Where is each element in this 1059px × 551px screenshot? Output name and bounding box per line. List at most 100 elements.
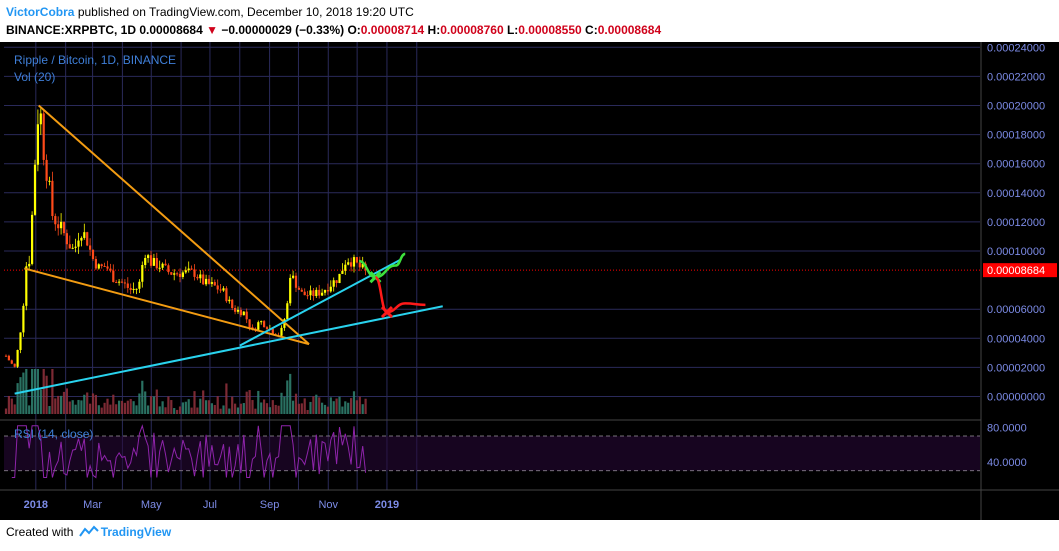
volume-bar [274,404,277,414]
candle-down [318,289,321,296]
chart-header: VictorCobra published on TradingView.com… [0,0,1059,42]
candle-down [170,272,173,275]
candle-down [86,232,89,246]
candle-down [355,257,358,263]
candle-down [115,282,118,284]
candle-down [335,280,338,284]
candle-down [294,275,298,288]
volume-bar [222,405,225,414]
volume-bar [80,400,83,414]
volume-bar [341,406,344,414]
candle-up [147,255,150,258]
volume-bar [118,400,121,414]
time-tick-label: Mar [83,499,102,511]
volume-bar [213,404,216,414]
volume-bar [65,388,68,414]
candle-up [97,264,100,269]
volume-bar [100,407,103,414]
volume-bar [292,400,295,414]
volume-bar [60,395,63,414]
volume-bar [323,404,327,414]
volume-bar [236,407,240,414]
candle-up [83,232,86,238]
volume-bar [170,400,173,414]
rsi-band-fill [4,436,980,471]
volume-bar [297,403,300,414]
candle-up [141,265,144,282]
footer: Created with TradingView [6,525,171,539]
volume-bar [350,398,353,414]
volume-bar [106,398,109,414]
candle-up [347,262,350,265]
tradingview-brand[interactable]: TradingView [100,525,172,539]
volume-bar [184,401,187,414]
candle-up [16,350,19,367]
candle-up [205,278,208,285]
author-link[interactable]: VictorCobra [6,5,75,19]
candle-down [106,266,109,269]
candle-up [31,214,34,264]
volume-bar [144,391,147,414]
open-value: 0.00008714 [360,23,425,37]
volume-bar [326,406,329,414]
volume-bar [91,393,95,414]
candle-down [248,319,251,328]
rsi-line [11,424,367,479]
price-change: −0.00000029 (−0.33%) [221,23,345,37]
candle-down [251,327,254,329]
candle-up [236,309,240,312]
candle-down [207,278,211,284]
volume-bar [254,408,257,414]
candle-down [263,321,266,328]
candle-down [297,287,300,290]
candle-down [167,265,170,273]
candle-up [181,272,184,277]
volume-bar [123,402,126,414]
candle-up [152,258,155,266]
time-tick-label: 2019 [375,499,399,511]
volume-bar [176,409,179,414]
volume-bar [42,369,45,414]
candle-up [33,164,37,215]
price-chart[interactable]: 0.00024000 0.00022000 0.00020000 0.00018000… [0,42,1059,520]
volume-bar [19,377,22,414]
candle-down [176,273,179,275]
volume-bar [205,400,208,414]
candle-up [19,332,22,351]
volume-bar [344,401,347,414]
volume-bar [251,400,254,414]
rsi-tick-label: 40.0000 [987,457,1027,469]
volume-bar [202,390,205,414]
candle-down [129,287,132,291]
candle-down [234,307,237,312]
candle-up [184,270,187,273]
candle-up [118,281,121,283]
candle-up [315,289,318,297]
candle-down [178,273,182,277]
cyan-trendline [14,305,443,395]
volume-bar [277,405,280,414]
candle-down [300,289,303,292]
candle-up [332,280,335,287]
volume-bar [358,396,361,414]
price-tick-label: 0.00010000 [987,246,1045,258]
candlestick-series [4,106,367,369]
volume-bar [257,390,260,414]
candle-down [94,258,97,269]
volume-bar [196,407,199,414]
candle-up [321,292,324,296]
candle-down [231,299,234,308]
volume-bar [28,405,31,414]
candle-up [292,275,295,278]
candle-up [135,288,138,290]
candle-up [289,277,292,304]
price-tick-label: 0.00016000 [987,159,1045,171]
candle-down [306,295,309,297]
volume-bars [4,369,367,414]
candle-down [190,268,193,270]
volume-bar [132,401,135,414]
time-tick-label: Sep [260,499,280,511]
legend-volume: Vol (20) [14,70,55,84]
volume-bar [335,398,338,414]
volume-bar [315,394,318,414]
